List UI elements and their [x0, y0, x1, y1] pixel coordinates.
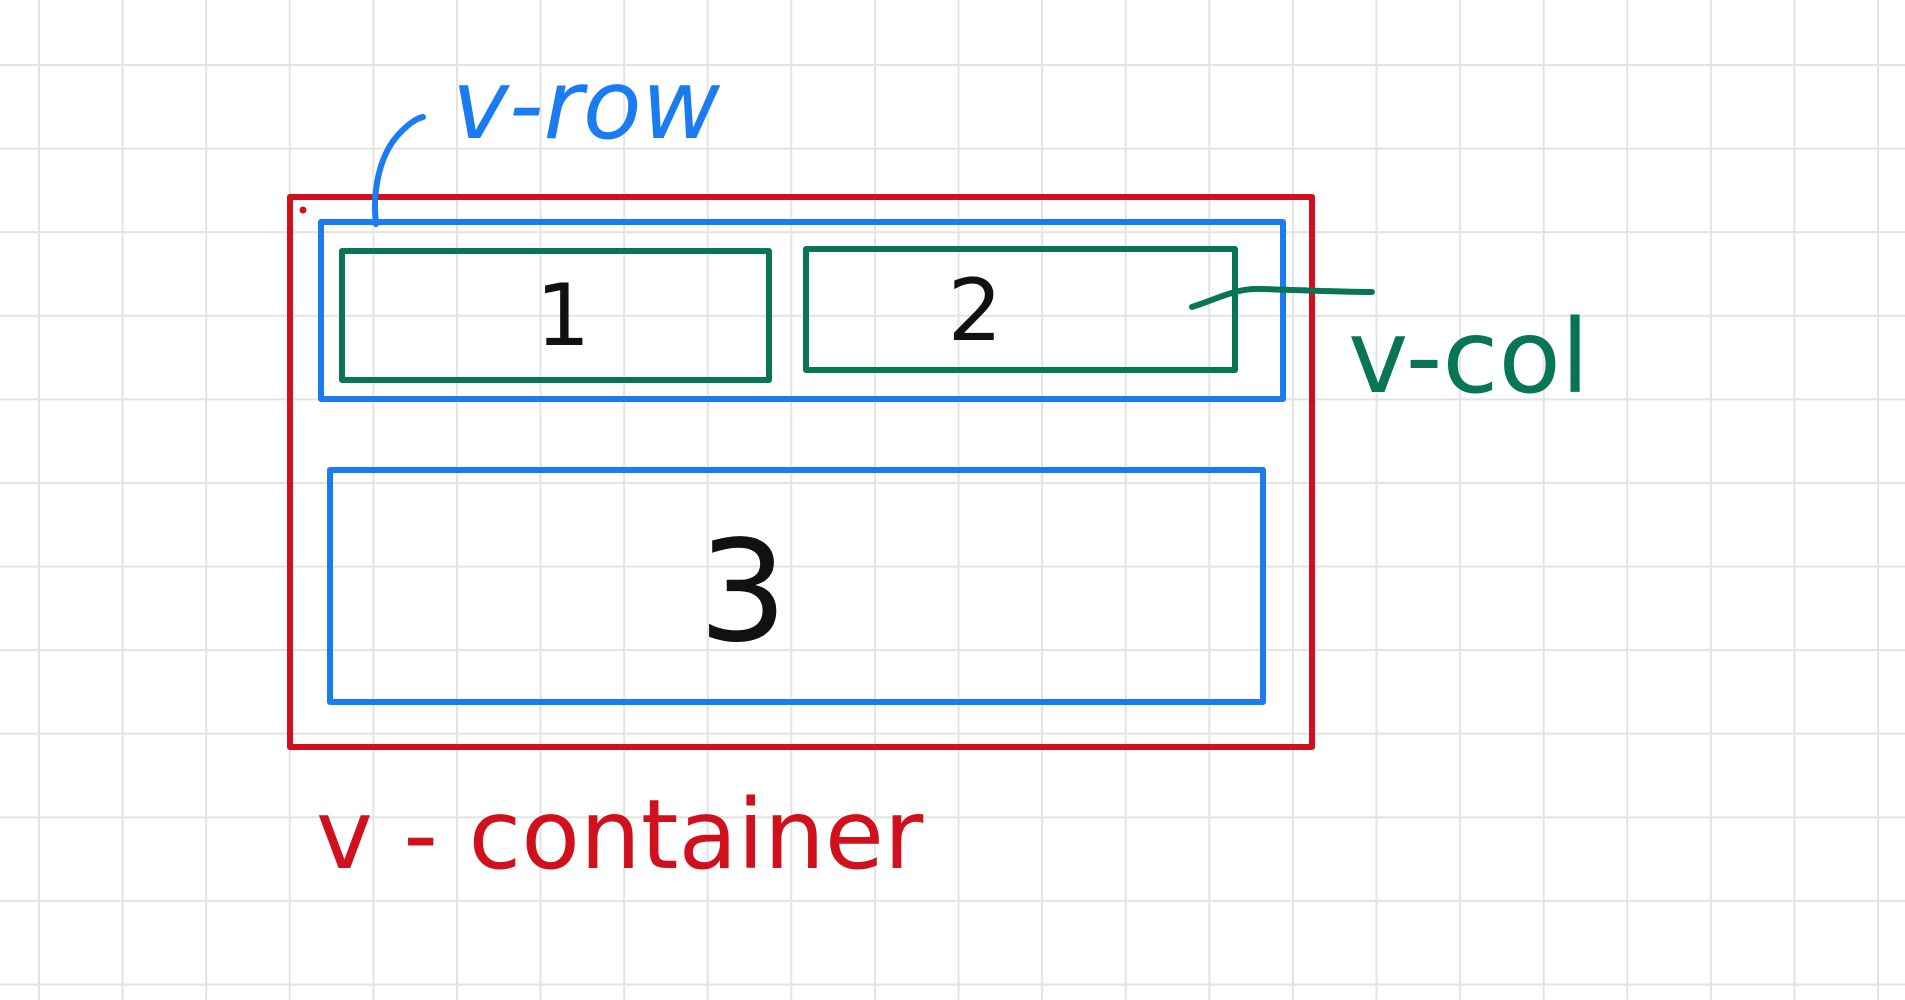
- container-corner-dot: [299, 206, 307, 214]
- cell-1-label: 1: [536, 266, 591, 366]
- row-label: v-row: [452, 49, 721, 161]
- container-label: v - container: [316, 779, 924, 891]
- row-box-bottom: [327, 467, 1266, 705]
- row-box-top: [318, 219, 1286, 402]
- col-label: v-col: [1348, 298, 1589, 417]
- col-box-1: [339, 248, 772, 383]
- col-box-2: [803, 246, 1238, 373]
- container-box: [287, 194, 1315, 750]
- cell-3-label: 3: [698, 511, 787, 674]
- cell-2-label: 2: [948, 261, 1003, 361]
- col-pointer-line: [1189, 285, 1375, 310]
- row-pointer-line: [372, 114, 426, 227]
